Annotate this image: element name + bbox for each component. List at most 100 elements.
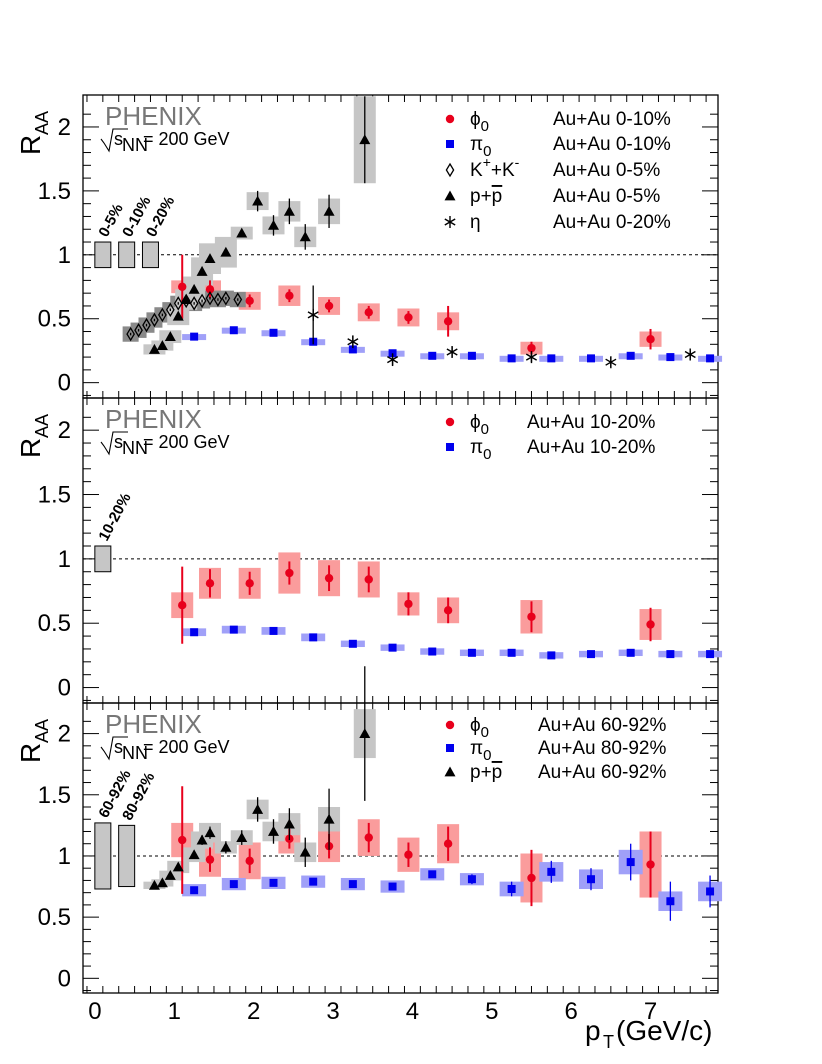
legend-entry: π0 Au+Au 0-10% [446, 134, 671, 160]
data-point-circle [285, 291, 294, 300]
energy-s: s [114, 432, 123, 452]
data-point-square [348, 639, 357, 648]
legend-entry: p+p Au+Au 0-5% [444, 186, 660, 207]
y-tick-label: 1.5 [38, 482, 71, 509]
data-point-triangle [236, 832, 248, 842]
data-point-star [605, 356, 617, 369]
x-tick-label: 7 [644, 998, 657, 1025]
data-point-square [626, 858, 635, 867]
legend-entry: ϕ0 Au+Au 0-10% [445, 109, 671, 135]
data-point-circle [404, 313, 413, 322]
y-axis-title: R [15, 438, 46, 458]
data-point-diamond-open [165, 302, 175, 318]
data-point-circle [527, 343, 536, 353]
data-point-circle [443, 606, 453, 615]
energy-label: = 200 GeV [143, 737, 230, 757]
data-point-circle [646, 334, 655, 344]
legend-symbol-part: ϕ [470, 412, 481, 433]
y-tick-label: 1.5 [38, 782, 71, 809]
data-point-triangle [220, 841, 232, 852]
legend-symbol-part: η [470, 212, 481, 233]
legend-description: Au+Au 60-92% [538, 715, 666, 736]
y-tick-label: 1 [58, 242, 71, 269]
legend-symbol: π0 [470, 437, 491, 463]
legend-marker-star [444, 216, 456, 228]
energy-subscript: NN [122, 135, 148, 155]
data-point-triangle [252, 195, 264, 206]
data-point-triangle [196, 265, 208, 276]
y-tick-label: 0.5 [38, 610, 71, 637]
data-point-circle [646, 620, 655, 629]
data-point-circle [443, 317, 453, 326]
x-tick-label: 3 [326, 998, 339, 1025]
data-point-triangle [359, 728, 371, 738]
legend-marker-circle [445, 720, 455, 730]
data-point-circle [205, 855, 215, 864]
data-point-circle [646, 860, 655, 869]
legend-description: Au+Au 10-20% [527, 437, 655, 458]
data-point-triangle [323, 205, 335, 216]
data-point-diamond-open [134, 322, 143, 338]
data-point-diamond-open [142, 317, 151, 333]
legend-entry: ϕ0 Au+Au 60-92% [445, 715, 666, 741]
legend-marker-square [446, 140, 454, 148]
data-point-star [684, 348, 696, 361]
data-point-square [706, 354, 715, 363]
y-tick-label: 0 [58, 675, 71, 702]
legend-description: Au+Au 0-10% [553, 109, 671, 130]
data-point-square [348, 880, 357, 889]
data-point-circle [527, 873, 536, 883]
data-point-circle [245, 856, 254, 866]
legend-marker-circle [445, 114, 455, 124]
data-point-diamond-open [126, 326, 135, 342]
data-point-square [587, 875, 595, 884]
y-tick-label: 1 [58, 843, 71, 870]
data-point-circle [245, 579, 254, 588]
data-point-square [507, 648, 516, 657]
data-point-circle [364, 575, 373, 584]
data-point-diamond-open [197, 293, 207, 309]
legend-description: Au+Au 60-92% [538, 762, 666, 783]
energy-subscript: NN [122, 438, 148, 458]
data-point-diamond-open [205, 291, 215, 306]
legend-marker-circle [445, 417, 455, 427]
data-point-triangle [252, 803, 264, 814]
legend-symbol-part: p+ [470, 762, 492, 783]
data-point-square [229, 326, 238, 335]
legend-symbol-part: K [470, 160, 483, 181]
data-point-triangle [156, 340, 168, 350]
legend-symbol: K++K- [470, 154, 520, 181]
experiment-label: PHENIX [105, 404, 202, 434]
data-point-square [428, 351, 437, 360]
legend-marker-triangle [444, 766, 456, 777]
data-point-square [587, 354, 595, 363]
data-point-circle [178, 600, 187, 610]
legend-symbol-part: 0 [481, 118, 489, 135]
y-axis-title-subscript: AA [32, 719, 52, 743]
data-point-square [507, 884, 516, 893]
data-point-square [547, 651, 556, 660]
y-axis-title: R [15, 743, 46, 763]
legend-symbol: η [470, 212, 481, 233]
data-point-triangle [204, 827, 216, 838]
x-tick-label: 2 [247, 998, 260, 1025]
y-tick-label: 1.5 [38, 178, 71, 205]
legend-symbol: ϕ0 [470, 715, 489, 741]
data-point-square [348, 345, 357, 354]
data-point-square [626, 648, 635, 657]
legend-symbol: π0 [470, 738, 491, 764]
data-point-triangle [299, 846, 311, 857]
data-point-circle [364, 833, 373, 842]
sqrt-symbol [100, 128, 128, 153]
legend-symbol-part: + [483, 154, 491, 170]
legend-marker-diamond-open [445, 162, 455, 178]
data-point-triangle [164, 331, 176, 342]
data-point-square [388, 643, 397, 652]
legend-description: Au+Au 0-5% [553, 160, 660, 181]
legend-symbol-part: +K [491, 160, 515, 181]
x-tick-label: 5 [485, 998, 498, 1025]
sqrt-symbol [100, 431, 128, 456]
y-axis-title-subscript: AA [32, 414, 52, 438]
legend-symbol-part: - [515, 154, 520, 170]
